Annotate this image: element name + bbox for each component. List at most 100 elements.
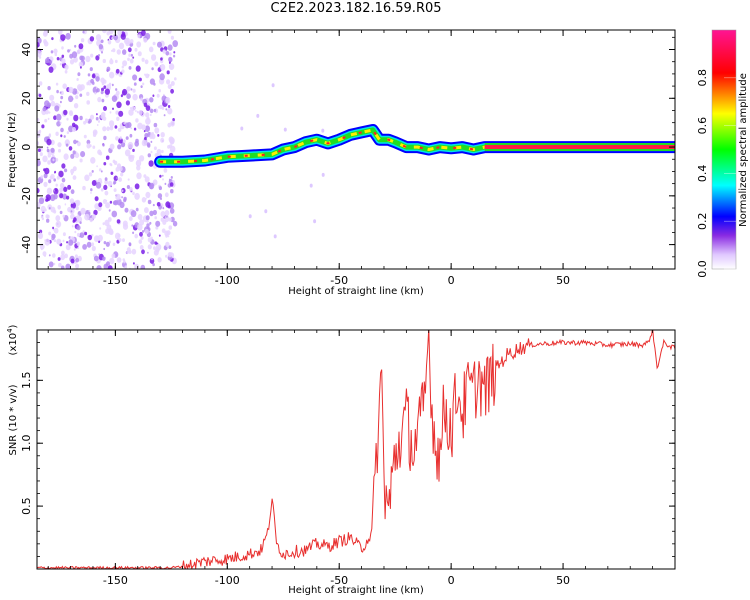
- noise-speckle: [73, 103, 79, 109]
- noise-speckles: [37, 30, 325, 269]
- noise-speckle: [120, 94, 123, 98]
- noise-speckle: [86, 139, 91, 145]
- noise-speckle: [79, 158, 83, 163]
- noise-speckle: [111, 49, 113, 52]
- noise-speckle: [157, 193, 163, 199]
- noise-speckle: [83, 134, 87, 139]
- noise-speckle: [77, 141, 81, 147]
- x-tick-label: -100: [215, 574, 240, 587]
- noise-speckle: [148, 46, 154, 53]
- noise-speckle: [104, 190, 109, 196]
- noise-speckle: [37, 159, 41, 167]
- noise-speckle: [86, 81, 90, 86]
- noise-speckle: [129, 133, 133, 138]
- noise-speckle: [165, 241, 170, 248]
- noise-speckle: [73, 56, 78, 63]
- noise-speckle: [63, 153, 69, 160]
- noise-speckle: [170, 88, 175, 94]
- noise-speckle: [91, 214, 96, 219]
- noise-speckle: [80, 151, 86, 158]
- noise-speckle: [132, 191, 135, 196]
- snr-panel: -150 -100 -50 0 50 0.5 1.0 1.5 Height of straig…: [6, 324, 676, 596]
- x-tick-label: 50: [556, 574, 570, 587]
- noise-speckle: [145, 117, 151, 125]
- noise-speckle: [164, 192, 169, 198]
- noise-speckle: [157, 106, 160, 109]
- noise-speckle: [59, 210, 63, 215]
- noise-speckle: [155, 243, 162, 251]
- noise-speckle: [93, 235, 100, 243]
- noise-speckle: [116, 49, 122, 55]
- noise-speckle: [79, 93, 83, 97]
- noise-speckle: [165, 254, 168, 258]
- noise-speckle: [72, 175, 77, 180]
- noise-speckle: [96, 165, 98, 168]
- noise-speckle: [75, 257, 80, 263]
- noise-speckle: [61, 54, 65, 58]
- noise-speckle: [47, 117, 50, 121]
- noise-speckle: [68, 125, 74, 133]
- noise-speckle: [132, 231, 135, 235]
- noise-speckle: [174, 77, 177, 81]
- noise-speckle: [66, 117, 69, 121]
- noise-speckle: [271, 83, 275, 88]
- noise-speckle: [51, 37, 54, 41]
- noise-speckle: [39, 243, 45, 250]
- noise-speckle: [126, 251, 129, 254]
- y-tick-label: 0.5: [20, 497, 33, 514]
- noise-speckle: [147, 153, 151, 158]
- noise-speckle: [170, 189, 174, 194]
- spectrogram-x-label: Height of straight line (km): [288, 286, 424, 297]
- noise-speckle: [96, 113, 98, 116]
- noise-speckle: [71, 225, 74, 228]
- noise-speckle: [70, 213, 75, 220]
- noise-speckle: [132, 74, 138, 81]
- noise-speckle: [167, 44, 173, 51]
- noise-speckle: [124, 265, 128, 269]
- noise-speckle: [76, 225, 81, 231]
- noise-speckle: [102, 199, 107, 204]
- noise-speckle: [73, 217, 77, 222]
- noise-speckle: [113, 34, 118, 41]
- noise-speckle: [157, 257, 162, 263]
- noise-speckle: [100, 90, 104, 95]
- noise-speckle: [170, 81, 175, 86]
- noise-speckle: [109, 125, 114, 131]
- noise-speckle: [55, 113, 62, 121]
- noise-speckle: [167, 84, 172, 90]
- noise-speckle: [135, 65, 141, 72]
- noise-speckle: [135, 207, 139, 212]
- noise-speckle: [53, 209, 57, 214]
- noise-speckle: [43, 173, 48, 179]
- noise-speckle: [154, 241, 158, 245]
- noise-speckle: [115, 193, 121, 201]
- noise-speckle: [149, 210, 154, 217]
- noise-speckle: [53, 227, 59, 234]
- noise-speckle: [127, 47, 132, 53]
- x-tick-label: 50: [556, 274, 570, 287]
- colorbar: 0.0 0.2 0.4 0.6 0.8 Normalized spectral ampl…: [696, 29, 749, 278]
- noise-speckle: [44, 196, 47, 200]
- noise-speckle: [84, 231, 88, 236]
- noise-speckle: [108, 228, 114, 235]
- noise-speckle: [122, 238, 125, 243]
- noise-speckle: [104, 179, 109, 185]
- noise-speckle: [164, 182, 167, 185]
- noise-speckle: [118, 42, 125, 50]
- noise-speckle: [90, 188, 93, 192]
- noise-speckle: [37, 118, 40, 122]
- noise-speckle: [44, 118, 48, 123]
- noise-speckle: [116, 116, 120, 122]
- noise-speckle: [46, 148, 50, 153]
- noise-speckle: [160, 137, 165, 143]
- noise-speckle: [73, 248, 76, 251]
- noise-speckle: [157, 134, 160, 137]
- noise-speckle: [76, 241, 81, 246]
- noise-speckle: [153, 108, 157, 113]
- noise-speckle: [103, 79, 107, 84]
- noise-speckle: [130, 88, 133, 91]
- noise-speckle: [152, 263, 155, 267]
- y-tick-label: 20: [20, 91, 33, 105]
- noise-speckle: [40, 175, 44, 179]
- noise-speckle: [74, 44, 77, 48]
